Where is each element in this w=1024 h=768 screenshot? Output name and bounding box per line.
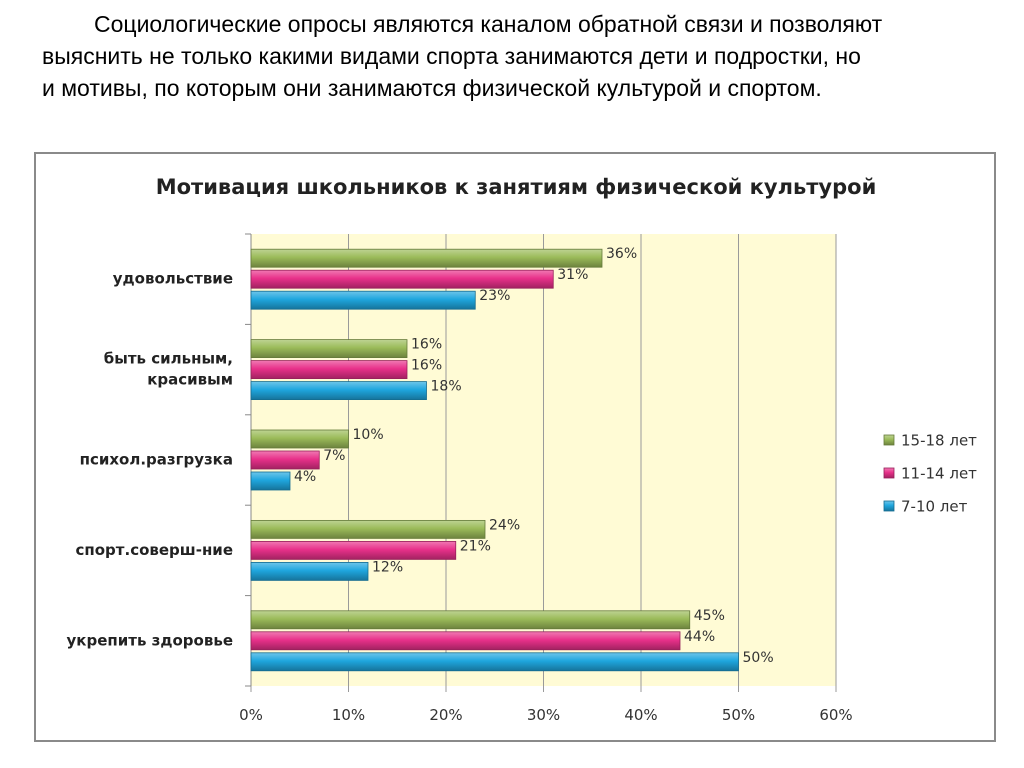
legend-label: 11-14 лет [901, 465, 977, 483]
category-label: быть сильным, [104, 350, 233, 368]
bar [250, 652, 739, 672]
bar [250, 429, 349, 449]
category-label: удовольствие [113, 270, 233, 288]
x-tick-label: 50% [722, 706, 755, 724]
data-label: 24% [489, 517, 520, 533]
x-tick-label: 10% [332, 706, 365, 724]
intro-line-3: и мотивы, по которым они занимаются физи… [42, 75, 822, 101]
bar [250, 339, 408, 359]
legend-label: 15-18 лет [901, 432, 977, 450]
bar [250, 248, 603, 268]
intro-line-1: Социологические опросы являются каналом … [94, 11, 883, 37]
legend-swatch [883, 434, 895, 446]
category-label: спорт.соверш-ние [76, 541, 234, 559]
data-label: 44% [684, 629, 715, 645]
chart-frame: Мотивация школьников к занятиям физическ… [34, 152, 996, 742]
bar [250, 561, 369, 581]
bar [250, 290, 476, 310]
data-label: 31% [557, 267, 588, 283]
x-tick-label: 30% [527, 706, 560, 724]
x-tick-label: 60% [819, 706, 852, 724]
data-label: 12% [372, 559, 403, 575]
bar [250, 631, 681, 651]
bar [250, 381, 427, 401]
x-tick-label: 0% [239, 706, 263, 724]
x-tick-label: 40% [624, 706, 657, 724]
data-label: 7% [323, 448, 345, 464]
legend-swatch [883, 467, 895, 479]
bar [250, 269, 554, 289]
data-label: 50% [743, 650, 774, 666]
bar [250, 610, 691, 630]
data-label: 21% [460, 538, 491, 554]
bar [250, 471, 291, 491]
bar [250, 519, 486, 539]
legend-swatch [883, 500, 895, 512]
data-label: 45% [694, 608, 725, 624]
category-label: психол.разгрузка [80, 451, 233, 469]
intro-text: Социологические опросы являются каналом … [42, 8, 992, 104]
category-label: укрепить здоровье [67, 631, 233, 649]
category-label: красивым [147, 371, 233, 389]
intro-line-2: выяснить не только какими видами спорта … [42, 43, 861, 69]
data-label: 18% [431, 379, 462, 395]
bar [250, 360, 408, 380]
bar [250, 450, 320, 470]
bar [250, 540, 457, 560]
data-label: 16% [411, 358, 442, 374]
data-label: 4% [294, 469, 316, 485]
x-tick-label: 20% [429, 706, 462, 724]
data-label: 10% [353, 427, 384, 443]
chart-title: Мотивация школьников к занятиям физическ… [156, 175, 877, 199]
data-label: 16% [411, 337, 442, 353]
bar-chart: Мотивация школьников к занятиям физическ… [67, 175, 978, 724]
data-label: 23% [479, 288, 510, 304]
legend-label: 7-10 лет [901, 498, 968, 516]
data-label: 36% [606, 246, 637, 262]
